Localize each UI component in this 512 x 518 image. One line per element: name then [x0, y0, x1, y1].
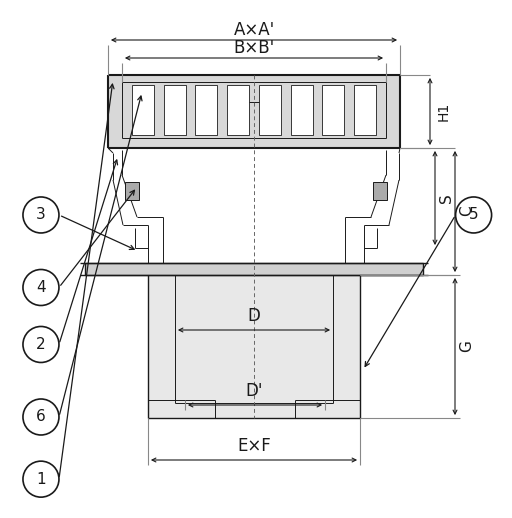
Text: 5: 5 — [469, 208, 478, 222]
Bar — [108, 75, 400, 148]
Text: E×F: E×F — [237, 437, 271, 455]
Bar — [85, 263, 423, 275]
Text: C: C — [459, 206, 475, 217]
Bar — [196, 85, 217, 135]
Bar — [163, 85, 185, 135]
Text: 4: 4 — [36, 280, 46, 295]
Bar — [125, 182, 139, 200]
Text: 2: 2 — [36, 337, 46, 352]
Bar — [259, 85, 281, 135]
Text: G: G — [459, 340, 475, 352]
Text: 1: 1 — [36, 472, 46, 486]
Text: 3: 3 — [36, 208, 46, 222]
Bar — [291, 85, 313, 135]
Bar — [227, 85, 249, 135]
Text: B×B': B×B' — [233, 39, 274, 57]
Text: S: S — [439, 193, 455, 203]
Bar — [373, 182, 387, 200]
Text: D: D — [248, 307, 261, 325]
Bar — [354, 85, 376, 135]
Text: 6: 6 — [36, 410, 46, 424]
Text: D': D' — [245, 382, 263, 400]
Text: A×A': A×A' — [233, 21, 274, 39]
Text: H1: H1 — [437, 102, 451, 121]
Bar — [132, 85, 154, 135]
Bar — [323, 85, 345, 135]
Bar — [148, 263, 360, 418]
